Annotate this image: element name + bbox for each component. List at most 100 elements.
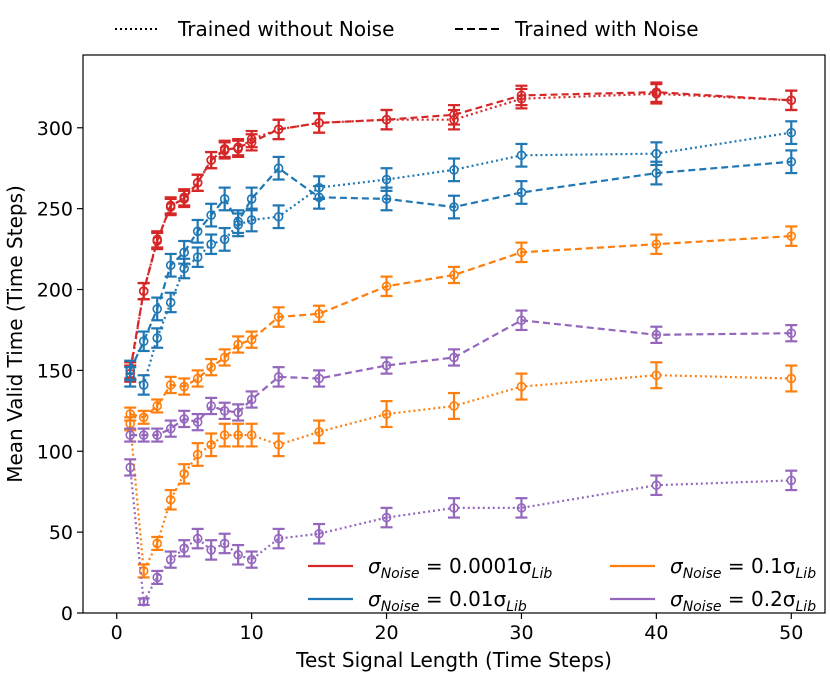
data-point xyxy=(165,554,176,565)
data-point xyxy=(179,381,189,392)
data-point xyxy=(206,155,216,165)
data-point xyxy=(651,239,662,250)
legend-label-with-noise: Trained with Noise xyxy=(514,17,699,41)
series-line xyxy=(129,91,792,371)
data-point xyxy=(651,330,662,340)
data-point xyxy=(381,512,392,523)
data-point xyxy=(233,430,243,440)
data-point xyxy=(786,475,797,486)
data-point xyxy=(165,494,176,505)
data-point xyxy=(152,572,162,583)
data-point xyxy=(786,95,797,106)
data-point xyxy=(192,177,203,188)
data-point xyxy=(219,194,230,204)
data-point xyxy=(449,401,459,411)
series-0.1-with xyxy=(124,225,798,425)
data-point xyxy=(138,596,149,607)
data-point xyxy=(192,417,203,427)
series-0.1-without xyxy=(124,361,798,579)
data-point xyxy=(246,554,257,565)
noise-legend-label: σNoise = 0.1σLib xyxy=(670,554,816,582)
series-0.01-with xyxy=(124,149,798,382)
data-point xyxy=(206,545,216,555)
data-point xyxy=(125,462,136,473)
data-point xyxy=(516,315,527,326)
y-tick-label: 300 xyxy=(37,118,73,140)
data-point xyxy=(651,480,662,491)
data-point xyxy=(246,194,257,204)
data-point xyxy=(449,110,459,120)
data-point xyxy=(449,270,459,280)
x-axis-title: Test Signal Length (Time Steps) xyxy=(295,648,612,672)
data-point xyxy=(152,304,162,314)
data-point xyxy=(233,142,243,152)
data-point xyxy=(516,150,527,161)
series-0.2-with xyxy=(124,309,798,443)
x-tick-label: 40 xyxy=(644,622,668,644)
series-0.0001-with xyxy=(124,81,798,380)
y-tick-label: 150 xyxy=(37,360,73,382)
data-point xyxy=(165,200,176,211)
plot-frame xyxy=(82,54,826,614)
data-point xyxy=(179,543,189,554)
y-tick-label: 250 xyxy=(37,199,73,221)
data-point xyxy=(206,439,216,450)
data-point xyxy=(246,334,257,345)
x-tick-label: 0 xyxy=(111,622,123,644)
data-point xyxy=(165,423,176,434)
data-point xyxy=(219,234,230,245)
data-point xyxy=(381,174,392,185)
data-point xyxy=(246,394,257,405)
data-point xyxy=(219,352,230,363)
y-tick-label: 0 xyxy=(61,603,73,625)
data-point xyxy=(449,352,459,363)
data-point xyxy=(516,247,527,258)
data-point xyxy=(786,328,797,338)
data-point xyxy=(651,87,662,97)
x-tick-label: 30 xyxy=(509,622,533,644)
data-point xyxy=(449,202,459,212)
data-point xyxy=(192,226,203,237)
data-point xyxy=(138,412,149,423)
style-legend: Trained without Noise Trained with Noise xyxy=(115,17,699,41)
noise-legend-label: σNoise = 0.2σLib xyxy=(670,587,816,615)
data-point xyxy=(651,148,662,159)
data-point xyxy=(192,533,203,544)
data-point xyxy=(314,192,324,203)
data-point xyxy=(651,370,662,381)
series-layer xyxy=(124,81,798,607)
data-point xyxy=(786,127,797,138)
y-tick-label: 200 xyxy=(37,280,73,302)
data-point xyxy=(233,216,243,227)
data-point xyxy=(125,430,136,440)
data-point xyxy=(233,549,243,560)
data-point xyxy=(179,414,189,424)
data-point xyxy=(273,372,284,382)
y-axis-title: Mean Valid Time (Time Steps) xyxy=(3,185,27,483)
data-point xyxy=(449,503,459,513)
x-tick-label: 20 xyxy=(374,622,398,644)
data-point xyxy=(179,194,189,204)
data-point xyxy=(219,406,230,416)
data-point xyxy=(516,187,527,198)
data-point xyxy=(651,168,662,178)
data-point xyxy=(233,339,243,350)
data-point xyxy=(152,236,162,246)
data-point xyxy=(233,407,243,418)
data-point xyxy=(152,430,162,440)
data-point xyxy=(273,533,284,544)
data-point xyxy=(786,231,797,241)
y-tick-label: 100 xyxy=(37,441,73,463)
noise-legend-label: σNoise = 0.0001σLib xyxy=(368,554,552,582)
y-tick-label: 50 xyxy=(49,522,73,544)
data-point xyxy=(165,297,176,308)
data-point xyxy=(165,380,176,390)
series-line xyxy=(129,374,792,575)
data-point xyxy=(786,373,797,384)
data-point xyxy=(206,210,216,220)
data-point xyxy=(314,427,324,437)
series-line xyxy=(129,160,792,371)
data-point xyxy=(206,401,216,411)
data-point xyxy=(138,566,149,576)
